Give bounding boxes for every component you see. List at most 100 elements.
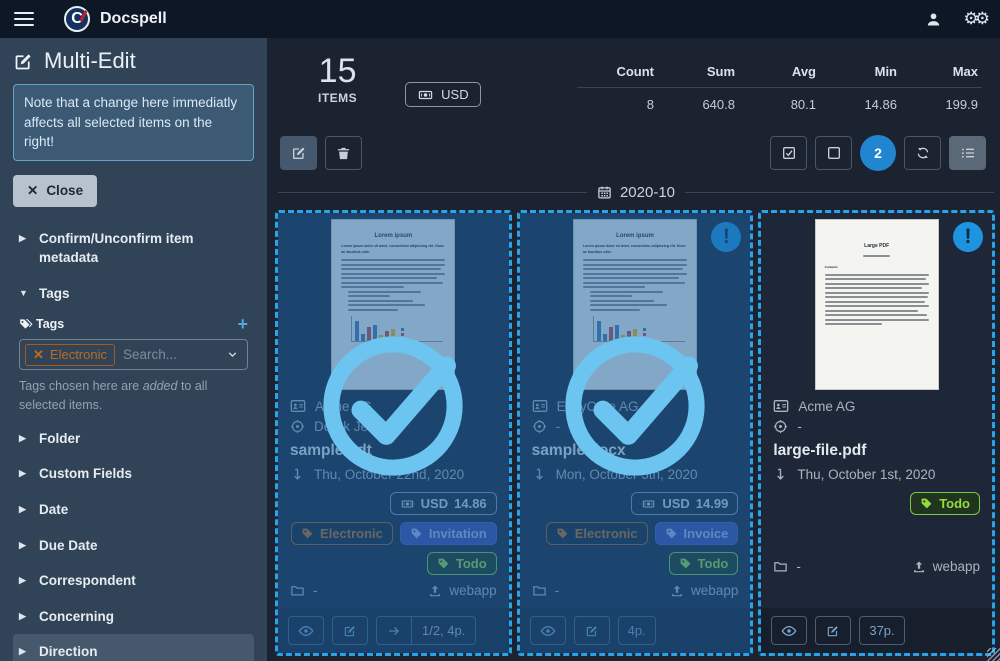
- section-date[interactable]: ▶ Date: [19, 502, 69, 517]
- item-date: Thu, October 22nd, 2020: [314, 467, 465, 482]
- remove-chip-icon[interactable]: ✕: [33, 346, 44, 362]
- invert-selection-button[interactable]: [904, 136, 941, 170]
- user-icon[interactable]: [925, 11, 942, 28]
- tags-panel: Tags + ✕ Electronic Tags chosen here are…: [13, 311, 254, 421]
- warning-badge-icon: !: [953, 222, 984, 252]
- item-date-icon: [532, 467, 547, 482]
- concerning: Derek Jeter: [314, 419, 384, 434]
- calendar-icon: [597, 185, 612, 200]
- item-list-main: 15 ITEMS USD Count Sum Avg Min Max 8 640…: [267, 38, 1000, 661]
- edit-selected-button[interactable]: [280, 136, 317, 170]
- edit-accordion: ▶ Confirm/Unconfirm item metadata ▼ Tags…: [13, 221, 254, 661]
- tags-icon: [19, 317, 36, 331]
- item-card[interactable]: ! Large PDF Contents Acme AG - large-fil…: [758, 210, 996, 656]
- section-folder[interactable]: ▶ Folder: [19, 430, 81, 446]
- multi-edit-note: Note that a change here immediatly affec…: [13, 84, 254, 161]
- amount-badge: USD 14.86: [389, 492, 497, 515]
- edit-item-button[interactable]: [815, 616, 852, 645]
- item-count-label: ITEMS: [318, 91, 358, 105]
- section-confirm-metadata[interactable]: ▶ Confirm/Unconfirm item metadata: [19, 230, 194, 266]
- preview-button[interactable]: [771, 616, 808, 645]
- stat-max: 199.9: [945, 97, 978, 112]
- date-divider: 2020-10: [278, 184, 994, 201]
- add-tag-icon[interactable]: +: [237, 314, 248, 335]
- edit-item-button[interactable]: [332, 616, 368, 645]
- concerning: -: [797, 419, 802, 434]
- selected-count-badge[interactable]: 2: [860, 135, 896, 171]
- section-direction[interactable]: ▶ Direction: [13, 634, 254, 661]
- upload-icon: [912, 560, 926, 574]
- warning-badge-icon: !: [711, 222, 742, 252]
- close-button[interactable]: ✕ Close: [13, 174, 98, 207]
- top-navbar: C Docspell ⚙⚙: [0, 0, 1000, 38]
- folder-value: -: [554, 583, 560, 598]
- folder-icon: [532, 583, 547, 598]
- card-footer: 4p.: [519, 608, 751, 653]
- edit-item-button[interactable]: [573, 616, 610, 645]
- list-view-button[interactable]: [949, 136, 986, 170]
- currency-button[interactable]: USD: [405, 82, 481, 107]
- stat-sum: 640.8: [702, 97, 735, 112]
- section-correspondent[interactable]: ▶ Correspondent: [19, 573, 136, 589]
- preview-button[interactable]: [529, 616, 566, 645]
- caret-down-icon: ▼: [19, 287, 28, 298]
- correspondent: Acme AG: [798, 398, 856, 414]
- item-count: 15: [318, 52, 357, 90]
- tag-badge[interactable]: Invitation: [399, 522, 497, 545]
- money-icon: [417, 88, 434, 102]
- source-label: webapp: [449, 583, 497, 598]
- caret-right-icon: ▶: [19, 468, 26, 479]
- caret-right-icon: ▶: [19, 232, 26, 243]
- tag-badge[interactable]: Todo: [910, 492, 981, 515]
- settings-gears-icon[interactable]: ⚙⚙: [963, 9, 991, 28]
- tag-badge[interactable]: Todo: [426, 552, 497, 575]
- tag-badge[interactable]: Electronic: [545, 522, 648, 545]
- section-custom-fields[interactable]: ▶ Custom Fields: [19, 466, 133, 482]
- source-label: webapp: [691, 583, 739, 598]
- card-footer: 1/2, 4p.: [278, 608, 509, 653]
- page-count: 4p.: [617, 616, 656, 645]
- next-attachment-icon[interactable]: [377, 617, 411, 644]
- sidebar-title: Multi-Edit: [13, 48, 254, 74]
- tags-search-input[interactable]: [122, 347, 218, 363]
- tag-badge[interactable]: Electronic: [291, 522, 393, 545]
- deselect-all-button[interactable]: [815, 136, 852, 170]
- docspell-logo: C: [64, 6, 90, 32]
- item-card[interactable]: ! Lorem ipsum Lorem ipsum dolor sit amet…: [516, 210, 754, 656]
- delete-selected-button[interactable]: [325, 136, 362, 170]
- resize-corner: [987, 648, 1000, 661]
- stats-header: 15 ITEMS USD Count Sum Avg Min Max 8 640…: [274, 50, 996, 121]
- item-name[interactable]: sample.odt: [290, 442, 372, 459]
- page-count: 1/2, 4p.: [411, 617, 475, 644]
- chevron-down-icon[interactable]: [226, 348, 239, 361]
- concerning: -: [555, 419, 561, 434]
- tag-chip-electronic[interactable]: ✕ Electronic: [25, 343, 115, 366]
- document-preview[interactable]: Lorem ipsum Lorem ipsum dolor sit amet, …: [278, 213, 509, 389]
- item-name[interactable]: sample.docx: [531, 442, 626, 459]
- stat-avg: 80.1: [790, 97, 816, 112]
- select-all-button[interactable]: [770, 136, 807, 170]
- tag-badge[interactable]: Invoice: [654, 522, 739, 545]
- correspondent-icon: [773, 398, 789, 414]
- section-due-date[interactable]: ▶ Due Date: [19, 537, 98, 553]
- item-name[interactable]: large-file.pdf: [773, 442, 867, 459]
- stat-count: 8: [646, 97, 654, 112]
- caret-right-icon: ▶: [19, 610, 26, 621]
- folder-icon: [773, 559, 788, 574]
- amount-badge: USD 14.99: [631, 492, 739, 515]
- tags-help-text: Tags chosen here are added to all select…: [19, 379, 208, 413]
- section-concerning[interactable]: ▶ Concerning: [19, 608, 115, 624]
- preview-button[interactable]: [288, 616, 324, 645]
- tags-multiselect[interactable]: ✕ Electronic: [19, 339, 248, 371]
- item-date-icon: [290, 467, 305, 482]
- item-card[interactable]: Lorem ipsum Lorem ipsum dolor sit amet, …: [275, 210, 512, 656]
- correspondent: Acme AG: [315, 398, 373, 414]
- section-tags[interactable]: ▼ Tags: [19, 285, 70, 301]
- multi-edit-sidebar: Multi-Edit Note that a change here immed…: [0, 38, 267, 661]
- attachment-pager[interactable]: 1/2, 4p.: [376, 616, 477, 645]
- document-preview[interactable]: Large PDF Contents: [761, 213, 992, 389]
- menu-icon[interactable]: [14, 8, 34, 30]
- correspondent-icon: [290, 398, 306, 414]
- tag-badge[interactable]: Todo: [668, 552, 739, 575]
